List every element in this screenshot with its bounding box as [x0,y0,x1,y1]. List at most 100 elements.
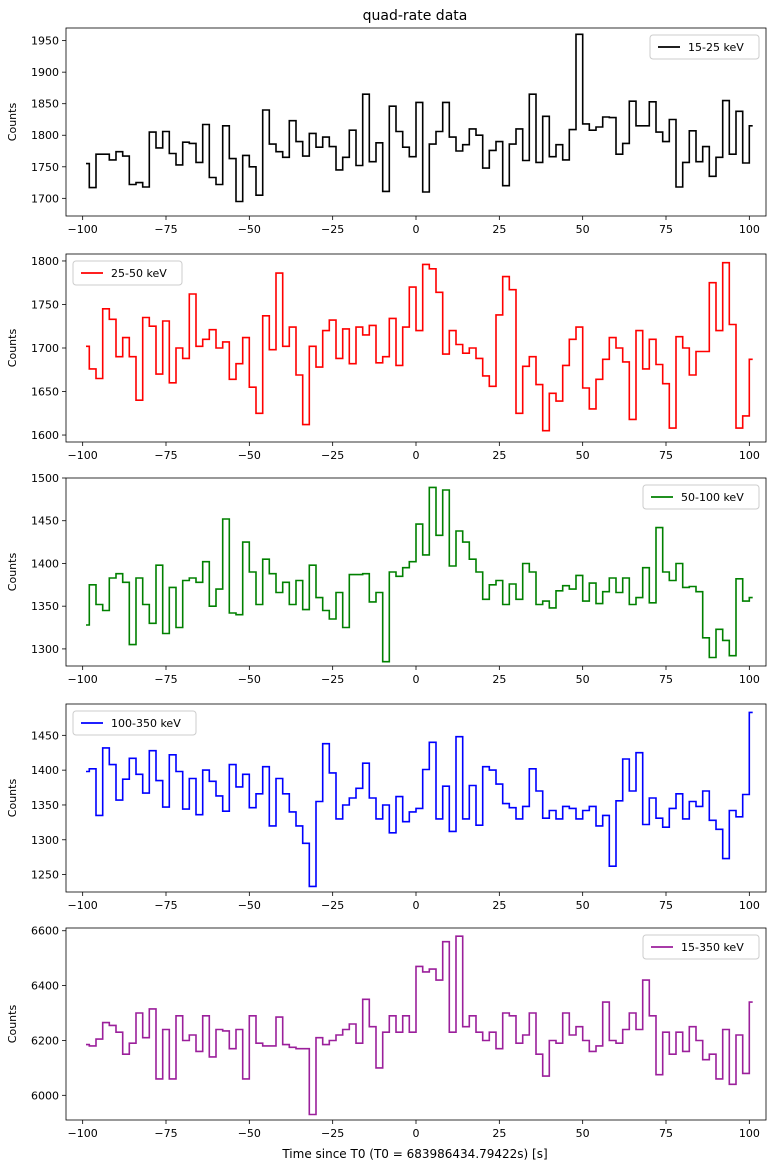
x-tick-label: 100 [739,449,760,462]
legend-label: 100-350 keV [111,717,181,730]
series-line-1 [86,33,753,203]
x-tick-label: 100 [739,673,760,686]
y-tick-label: 6000 [31,1089,59,1102]
x-tick-label: 50 [576,1127,590,1140]
legend: 15-25 keV [649,34,760,60]
x-tick-label: 0 [413,223,420,236]
x-tick-label: −25 [321,899,344,912]
x-tick-label: −50 [238,1127,261,1140]
x-tick-label: 75 [659,673,673,686]
x-tick-label: −50 [238,673,261,686]
legend-label: 15-350 keV [681,941,744,954]
x-tick-label: 75 [659,223,673,236]
x-tick-label: −25 [321,449,344,462]
x-tick-label: −100 [68,223,98,236]
x-tick-label: −75 [154,899,177,912]
x-tick-label: −25 [321,223,344,236]
x-tick-label: 100 [739,223,760,236]
x-tick-label: −100 [68,899,98,912]
y-tick-label: 1900 [31,66,59,79]
legend: 50-100 keV [642,484,760,510]
y-tick-label: 1700 [31,192,59,205]
x-tick-label: 50 [576,673,590,686]
y-tick-label: 1950 [31,35,59,48]
y-tick-label: 1800 [31,129,59,142]
x-tick-label: −100 [68,673,98,686]
plot-frame [65,927,767,1121]
x-tick-label: 25 [492,449,506,462]
legend: 100-350 keV [72,710,197,736]
plot-frame [65,703,767,893]
legend: 15-350 keV [642,934,760,960]
x-tick-label: −100 [68,1127,98,1140]
y-tick-label: 1800 [31,255,59,268]
chart-panel-1: −100 −75 −50 −25 0 25 50 75 100 1700 1750 1800 1850 1… [6,27,767,236]
chart-panel-4: −100 −75 −50 −25 0 25 50 75 100 1250 1300 1350 1400 1… [6,703,767,912]
y-tick-label: 1350 [31,600,59,613]
x-tick-label: 0 [413,899,420,912]
x-tick-label: 75 [659,899,673,912]
x-tick-label: 75 [659,1127,673,1140]
chart-panel-5: −100 −75 −50 −25 0 25 50 75 100 6000 6200 6400 6600 C… [6,925,767,1140]
x-tick-label: 100 [739,1127,760,1140]
x-tick-label: −25 [321,673,344,686]
x-tick-label: 0 [413,449,420,462]
legend-box [642,484,760,510]
legend-label: 15-25 keV [688,41,744,54]
legend-box [72,260,183,286]
x-tick-label: −75 [154,449,177,462]
x-tick-label: 25 [492,1127,506,1140]
plot-frame [65,477,767,667]
y-axis-label: Counts [6,103,19,142]
y-tick-label: 1650 [31,386,59,399]
x-tick-label: 100 [739,899,760,912]
x-tick-label: 50 [576,223,590,236]
plot-frame [65,253,767,443]
series-line-1 [86,261,753,432]
x-tick-label: 25 [492,223,506,236]
chart-panel-3: −100 −75 −50 −25 0 25 50 75 100 1300 1350 1400 1450 1… [6,472,767,686]
y-tick-label: 1250 [31,869,59,882]
y-tick-label: 1700 [31,342,59,355]
x-tick-label: −50 [238,899,261,912]
y-axis-label: Counts [6,329,19,368]
chart-title: quad-rate data [363,8,468,24]
x-tick-label: −25 [321,1127,344,1140]
x-tick-label: 75 [659,449,673,462]
x-tick-label: −100 [68,449,98,462]
legend-label: 50-100 keV [681,491,744,504]
y-tick-label: 6400 [31,980,59,993]
y-tick-label: 1400 [31,764,59,777]
x-tick-label: 0 [413,1127,420,1140]
y-tick-label: 6600 [31,925,59,938]
x-tick-label: −50 [238,449,261,462]
y-tick-label: 1750 [31,298,59,311]
y-tick-label: 1450 [31,729,59,742]
y-tick-label: 1350 [31,799,59,812]
y-tick-label: 1850 [31,98,59,111]
series-line-1 [86,486,753,663]
x-tick-label: 25 [492,899,506,912]
legend-box [72,710,197,736]
x-tick-label: −75 [154,673,177,686]
y-tick-label: 1450 [31,515,59,528]
panels: −100 −75 −50 −25 0 25 50 75 100 1700 1750 1800 1850 1… [6,27,767,1140]
x-tick-label: −75 [154,223,177,236]
series-line-1 [86,935,753,1116]
y-tick-label: 1600 [31,429,59,442]
series-line-1 [86,711,753,888]
y-axis-label: Counts [6,1005,19,1044]
legend-box [649,34,760,60]
x-axis-label: Time since T0 (T0 = 683986434.79422s) [s… [281,1147,547,1161]
x-tick-label: −75 [154,1127,177,1140]
legend-label: 25-50 keV [111,267,167,280]
y-tick-label: 1750 [31,161,59,174]
y-tick-label: 6200 [31,1034,59,1047]
x-tick-label: 25 [492,673,506,686]
y-tick-label: 1300 [31,834,59,847]
x-tick-label: 50 [576,449,590,462]
x-tick-label: 50 [576,899,590,912]
y-axis-label: Counts [6,779,19,818]
y-tick-label: 1500 [31,472,59,485]
